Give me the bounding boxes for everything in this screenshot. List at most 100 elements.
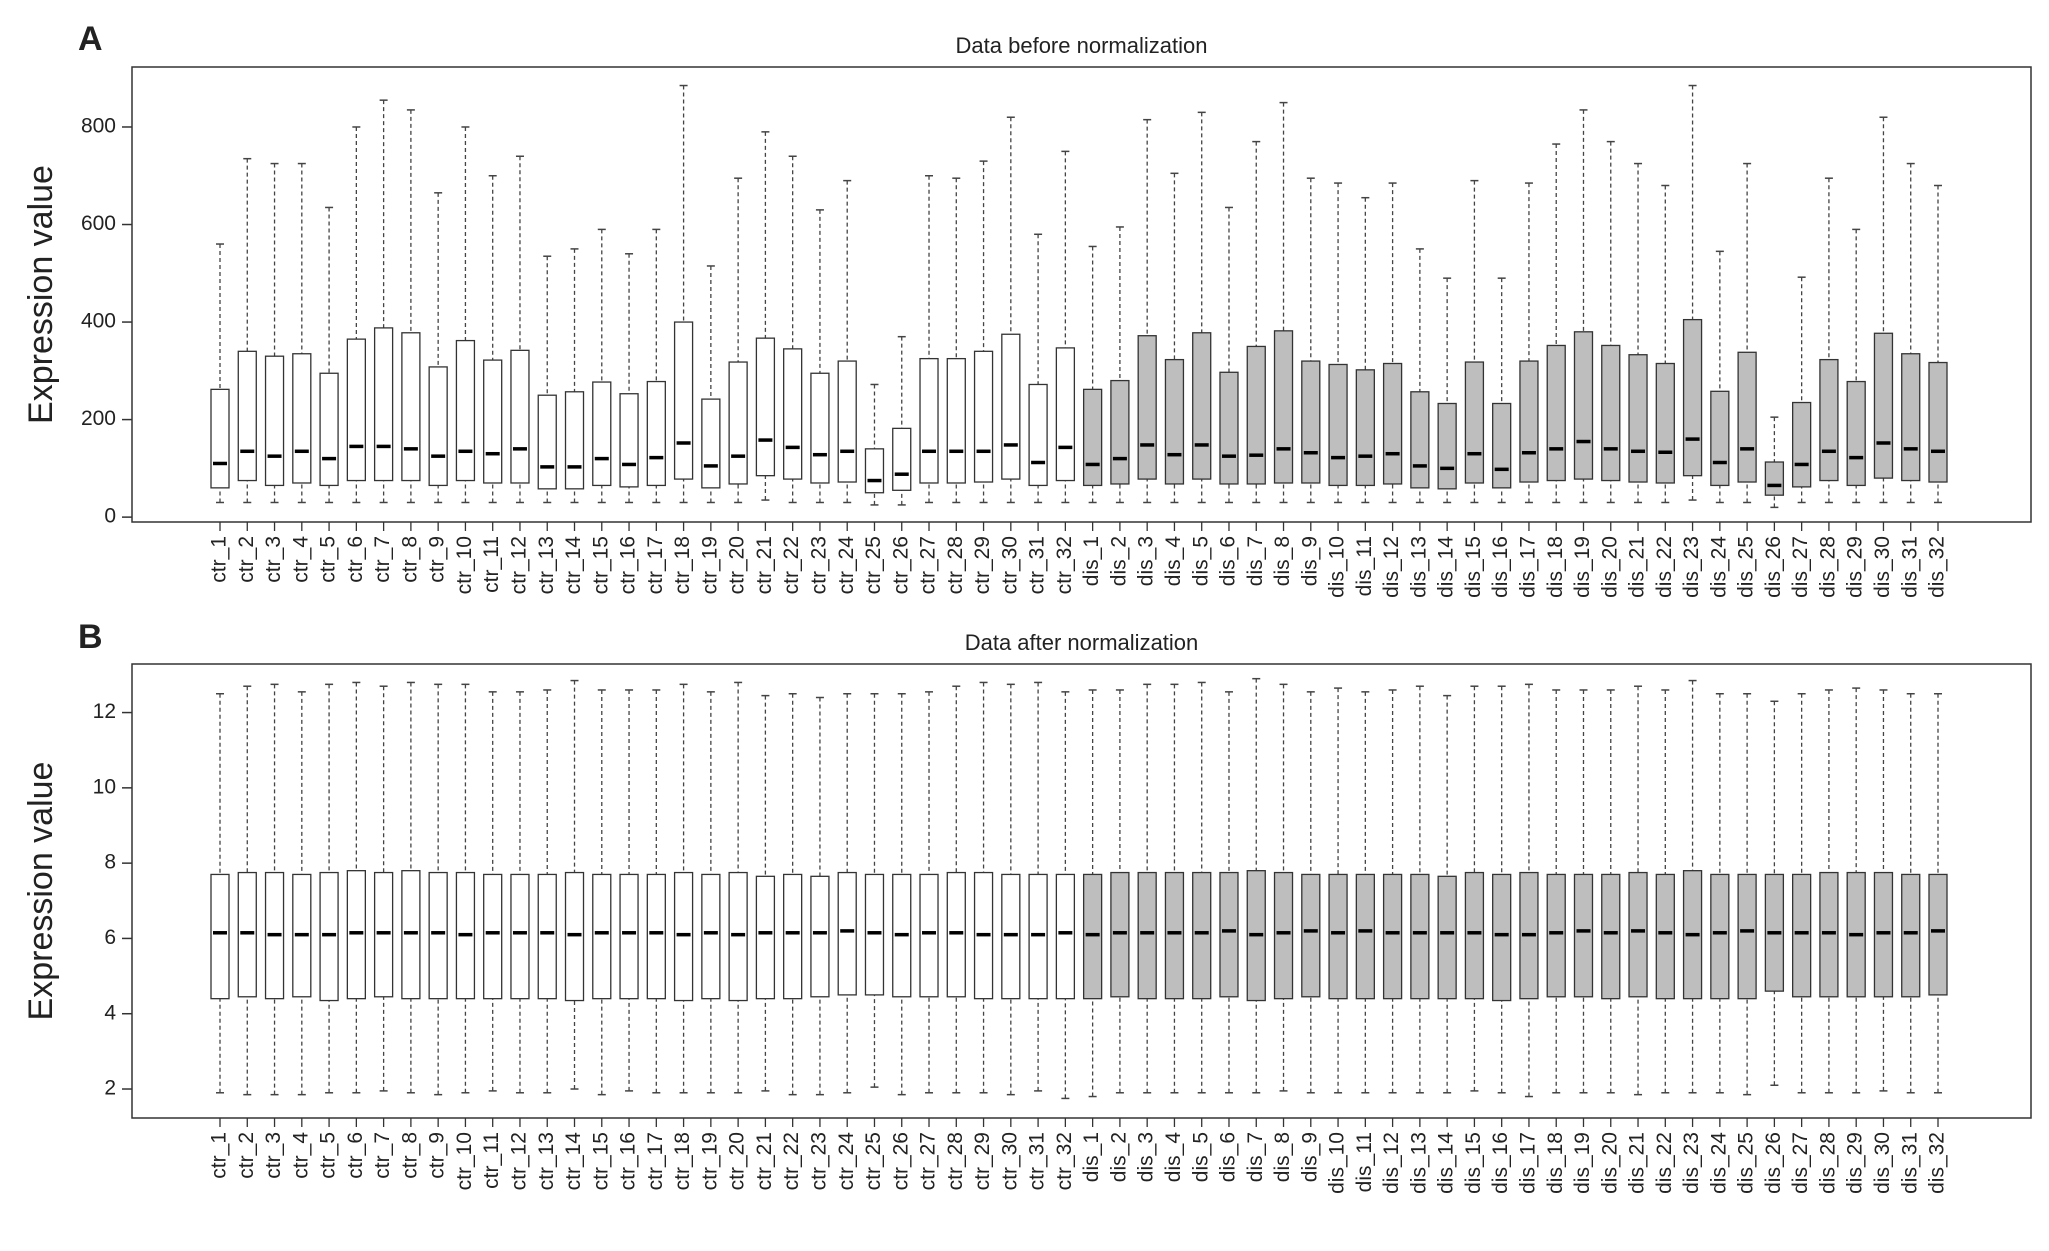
box	[728, 361, 748, 485]
box	[401, 332, 421, 482]
x-tick-label: dis_17	[1516, 536, 1539, 598]
x-tick-label: dis_32	[1926, 536, 1949, 598]
box	[1410, 391, 1430, 489]
x-tick-label: dis_24	[1707, 1132, 1730, 1194]
x-tick-label: dis_30	[1871, 536, 1894, 598]
box	[537, 873, 557, 1000]
x-tick-label: ctr_3	[262, 536, 285, 583]
x-tick-label: dis_12	[1380, 536, 1403, 598]
box	[755, 875, 776, 1000]
box	[1873, 871, 1894, 998]
box	[1601, 873, 1621, 1000]
x-tick-label: ctr_29	[971, 536, 994, 594]
x-tick-label: dis_4	[1162, 1132, 1185, 1183]
y-tick-label: 10	[93, 775, 116, 798]
box	[237, 871, 257, 998]
x-tick-label: ctr_20	[726, 1132, 749, 1190]
x-tick-label: ctr_3	[262, 1132, 285, 1179]
x-tick-label: ctr_5	[317, 1132, 340, 1179]
x-tick-label: ctr_22	[780, 536, 803, 594]
x-tick-label: dis_17	[1516, 1132, 1539, 1194]
panel-label: A	[78, 20, 103, 58]
x-tick-label: ctr_6	[344, 536, 367, 583]
x-tick-label: dis_6	[1217, 1132, 1240, 1182]
x-tick-label: dis_5	[1189, 536, 1212, 586]
box	[564, 391, 585, 490]
x-tick-label: ctr_27	[917, 1132, 940, 1190]
box	[701, 873, 721, 1000]
box	[1055, 347, 1076, 482]
box	[1164, 871, 1185, 1000]
box	[1328, 363, 1348, 487]
box	[1546, 344, 1566, 482]
y-tick-label: 400	[81, 310, 116, 333]
y-tick-label: 8	[104, 851, 116, 874]
box	[1219, 371, 1239, 485]
box	[1573, 873, 1594, 998]
box	[1028, 383, 1048, 487]
x-tick-label: ctr_9	[426, 536, 449, 583]
x-tick-label: dis_28	[1816, 536, 1839, 598]
x-tick-label: ctr_23	[807, 536, 830, 594]
x-tick-label: ctr_24	[835, 536, 858, 595]
x-tick-label: dis_23	[1680, 536, 1703, 598]
x-tick-label: ctr_4	[289, 1132, 312, 1179]
x-tick-label: ctr_12	[508, 1132, 531, 1190]
x-tick-label: dis_14	[1435, 1132, 1458, 1194]
x-tick-label: dis_11	[1353, 536, 1376, 596]
box	[564, 871, 585, 1002]
box	[837, 360, 857, 483]
box	[264, 355, 285, 487]
box	[1737, 351, 1757, 483]
x-tick-label: dis_31	[1898, 1132, 1921, 1194]
x-tick-label: dis_29	[1844, 536, 1867, 598]
x-tick-label: ctr_1	[208, 536, 231, 583]
box	[1464, 361, 1485, 484]
x-tick-label: ctr_8	[398, 536, 421, 583]
box	[1873, 332, 1894, 479]
x-tick-label: ctr_14	[562, 536, 585, 595]
box	[1082, 873, 1103, 1000]
box	[728, 871, 748, 1002]
chart-title: Data before normalization	[956, 33, 1208, 58]
x-tick-label: dis_27	[1789, 1132, 1812, 1194]
x-tick-label: ctr_24	[835, 1132, 858, 1191]
x-tick-label: dis_29	[1844, 1132, 1867, 1194]
box	[837, 871, 857, 996]
box	[510, 349, 530, 484]
box	[401, 870, 421, 1000]
box	[1110, 871, 1130, 998]
x-tick-label: dis_3	[1135, 1132, 1158, 1182]
x-tick-label: ctr_28	[944, 1132, 967, 1190]
box	[646, 873, 666, 1000]
plot-frame	[131, 66, 2032, 523]
x-tick-label: ctr_12	[508, 536, 531, 594]
x-tick-label: dis_27	[1789, 536, 1812, 598]
plot-frame	[131, 663, 2032, 1119]
box	[1492, 402, 1512, 489]
x-tick-label: ctr_25	[862, 536, 885, 594]
x-tick-label: dis_30	[1871, 1132, 1894, 1194]
x-tick-label: ctr_29	[971, 1132, 994, 1190]
box	[1055, 873, 1076, 1000]
x-tick-label: dis_22	[1653, 536, 1676, 598]
x-tick-label: dis_8	[1271, 536, 1294, 586]
box	[619, 393, 639, 488]
y-tick-label: 12	[93, 700, 116, 723]
box	[1682, 318, 1703, 477]
box	[1410, 873, 1430, 1000]
x-tick-label: dis_8	[1271, 1132, 1294, 1182]
box	[1546, 873, 1566, 998]
box	[1001, 873, 1021, 1000]
box	[455, 339, 476, 482]
box	[319, 871, 339, 1002]
box	[1492, 873, 1512, 1002]
x-tick-label: dis_26	[1762, 536, 1785, 598]
box	[1192, 332, 1212, 480]
box	[1301, 873, 1321, 998]
box	[783, 873, 803, 1000]
box	[537, 394, 557, 490]
box	[1137, 871, 1157, 1000]
box	[1219, 871, 1239, 998]
box	[237, 350, 257, 482]
